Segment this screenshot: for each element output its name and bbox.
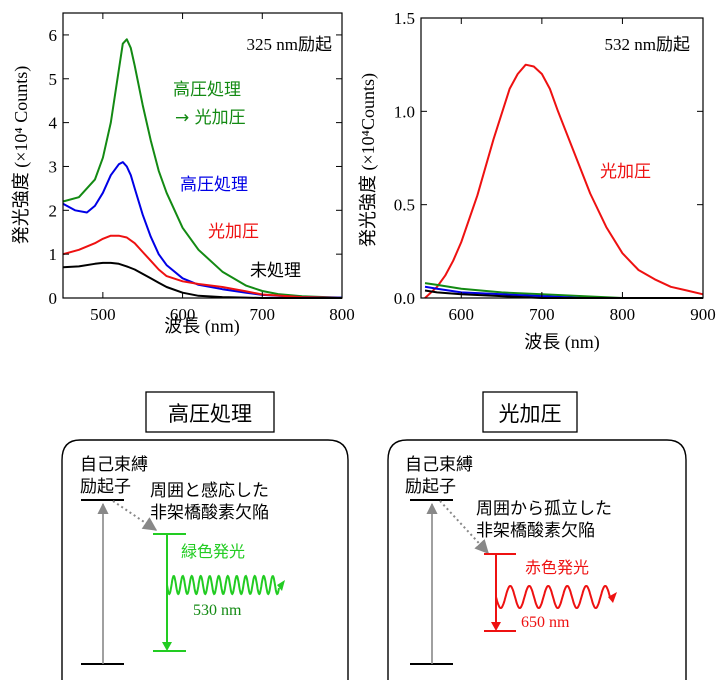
diagram1-emission-label: 緑色発光 — [181, 542, 245, 561]
chart2-annotation: 532 nm励起 — [605, 35, 690, 54]
chart2-label-pp: 光加圧 — [600, 162, 651, 182]
chart2-xtick-label-0: 600 — [449, 305, 475, 324]
diagram2-wave-arrowhead — [608, 592, 617, 603]
chart1-xlabel: 波長 (nm) — [164, 316, 240, 337]
chart1-ytick-label-4: 4 — [49, 114, 58, 133]
chart2-series-1 — [424, 282, 703, 299]
diagram1-relax-arrow — [112, 500, 158, 531]
chart1-series — [62, 38, 343, 299]
diagram2-title: 光加圧 — [499, 402, 562, 426]
chart1-ytick-label-6: 6 — [49, 26, 58, 45]
diagram2-wave — [495, 584, 611, 610]
chart1-label-hp: 高圧処理 — [180, 175, 248, 195]
chart2-series — [424, 63, 704, 299]
diagram1-wave — [166, 574, 280, 596]
diagram1-wavelength: 530 nm — [193, 602, 242, 619]
chart2-series-0 — [424, 63, 704, 299]
chart1-label-pp: 光加圧 — [208, 222, 259, 242]
chart2-xtick-label-2: 800 — [610, 305, 636, 324]
diagram1-title: 高圧処理 — [168, 402, 252, 426]
diagram2-emission-label: 赤色発光 — [525, 558, 589, 577]
chart-325nm: 500 600 700 800 0 1 2 3 4 5 6 325 nm励起 波長 (nm) 発光強… — [11, 12, 355, 337]
diagram1-emission-arrowhead — [162, 642, 172, 651]
chart1-frame — [62, 12, 343, 299]
chart1-series-2 — [62, 234, 343, 299]
chart1-ytick-label-3: 3 — [49, 157, 58, 176]
diagram1-defect-1: 周囲と感応した — [150, 481, 269, 501]
diagram2-exciton-1: 自己束縛 — [405, 455, 473, 475]
diagram1-defect-2: 非架橋酸素欠陥 — [150, 503, 269, 523]
chart2-axes: 600 700 800 900 0.0 0.5 1.0 1.5 — [394, 9, 716, 324]
chart2-ytick-label-3: 1.5 — [394, 9, 415, 28]
chart2-ylabel: 発光強度 (×10⁴Counts) — [358, 73, 379, 247]
chart1-ytick-label-5: 5 — [49, 70, 58, 89]
chart2-xtick-label-1: 700 — [529, 305, 555, 324]
chart1-axes: 500 600 700 800 0 1 2 3 4 5 6 — [49, 13, 355, 324]
chart2-ytick-label-2: 1.0 — [394, 102, 415, 121]
chart2-ytick-label-1: 0.5 — [394, 196, 415, 215]
diagram1-exciton-2: 励起子 — [80, 477, 131, 497]
chart2-ytick-label-0: 0.0 — [394, 289, 415, 308]
diagram1-wave-arrowhead — [277, 580, 285, 591]
diagram2-relax-arrow — [439, 500, 489, 555]
chart1-series-0 — [62, 38, 343, 299]
chart1-label-untreated: 未処理 — [250, 261, 301, 281]
diagram2-title-box — [482, 391, 578, 433]
chart1-ytick-label-1: 1 — [49, 245, 58, 264]
diagram2-defect-1: 周囲から孤立した — [476, 499, 612, 519]
chart2-frame — [420, 17, 704, 299]
chart1-xtick-label-3: 800 — [329, 305, 355, 324]
chart1-ytick-label-0: 0 — [49, 289, 58, 308]
chart1-xtick-label-2: 700 — [250, 305, 276, 324]
chart2-xlabel: 波長 (nm) — [524, 332, 600, 353]
diagram2-emission-arrowhead — [491, 622, 501, 631]
diagram-photo-pressure: 光加圧 自己束縛 励起子 周囲から孤立した 非架橋酸素欠陥 赤色発光 650 n… — [387, 391, 687, 680]
chart1-annotation: 325 nm励起 — [247, 35, 332, 54]
chart1-xtick-label-0: 500 — [90, 305, 116, 324]
diagram1-title-box — [145, 391, 275, 433]
chart1-ylabel: 発光強度 (×10⁴ Counts) — [11, 66, 32, 244]
chart1-ytick-label-2: 2 — [49, 201, 58, 220]
chart1-label-hp-pp-2: → 光加圧 — [175, 108, 246, 128]
chart1-series-1 — [62, 161, 343, 299]
diagram2-frame — [387, 439, 687, 680]
chart-532nm: 600 700 800 900 0.0 0.5 1.0 1.5 532 nm励起 波長 (nm… — [358, 9, 716, 353]
diagram1-exciton-1: 自己束縛 — [80, 455, 148, 475]
diagram1-frame — [61, 439, 349, 680]
chart1-xtick-label-1: 600 — [170, 305, 196, 324]
chart1-label-hp-pp-1: 高圧処理 — [173, 80, 241, 100]
diagram-high-pressure: 高圧処理 自己束縛 励起子 周囲と感応した 非架橋酸素欠陥 緑色発光 530 n… — [61, 391, 349, 680]
diagram2-defect-2: 非架橋酸素欠陥 — [476, 521, 595, 541]
diagram2-exciton-2: 励起子 — [405, 477, 456, 497]
diagram2-wavelength: 650 nm — [521, 614, 570, 631]
chart2-xtick-label-3: 900 — [690, 305, 716, 324]
